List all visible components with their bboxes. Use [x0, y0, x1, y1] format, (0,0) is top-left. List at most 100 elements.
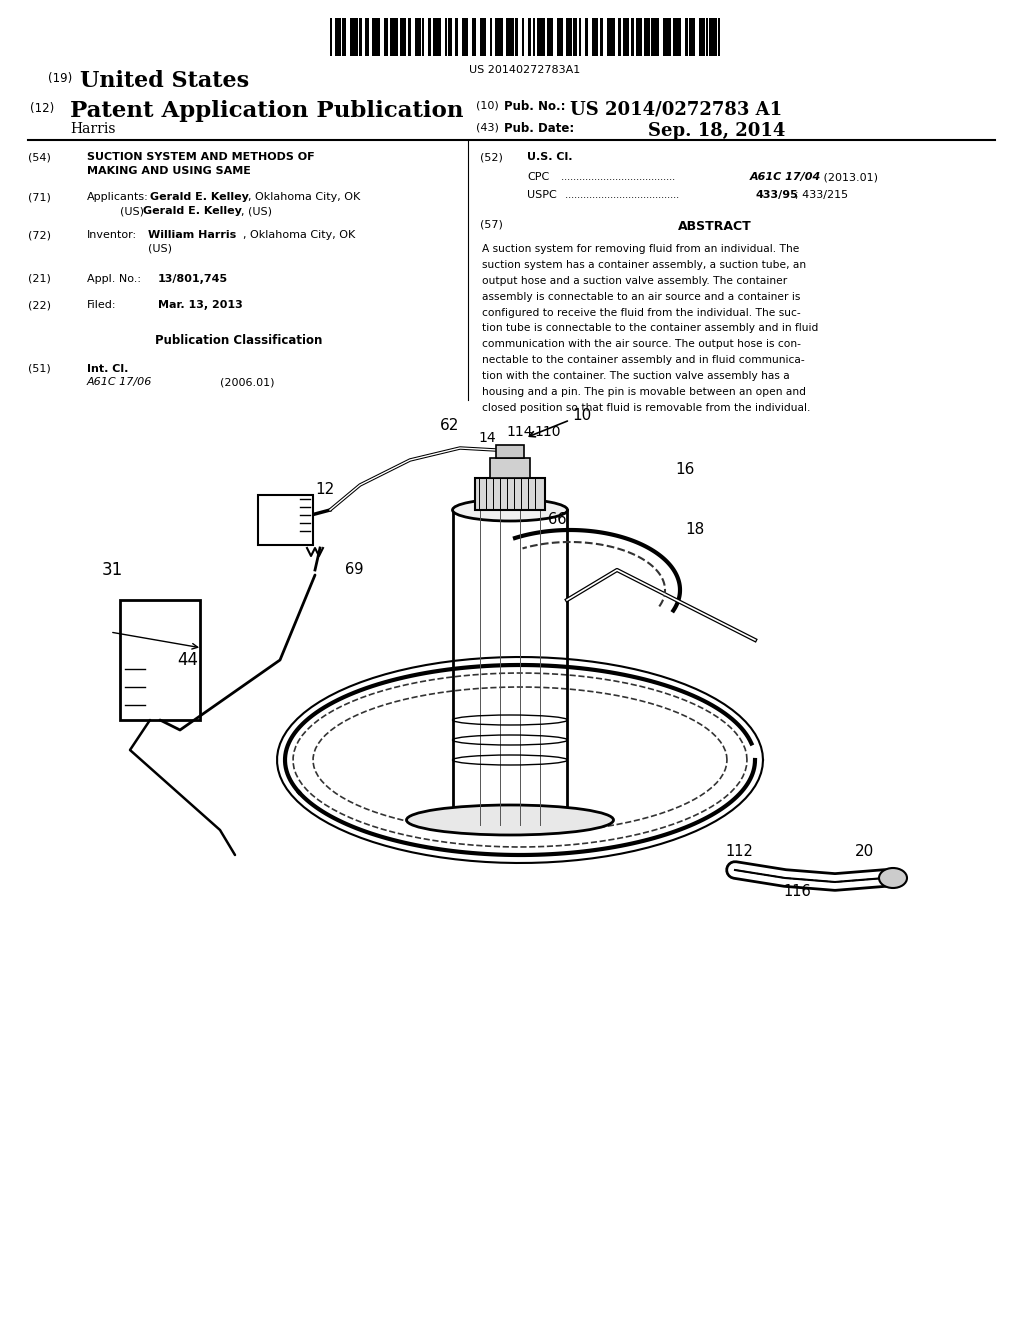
Bar — [553, 18, 557, 55]
Text: (US): (US) — [120, 206, 147, 216]
Text: United States: United States — [80, 70, 249, 92]
Text: ABSTRACT: ABSTRACT — [678, 219, 752, 232]
Text: (43): (43) — [476, 121, 499, 132]
Text: William Harris: William Harris — [148, 230, 237, 240]
Bar — [577, 18, 579, 55]
Text: (2013.01): (2013.01) — [820, 172, 878, 182]
Bar — [615, 18, 618, 55]
Text: (12): (12) — [30, 102, 54, 115]
Text: assembly is connectable to an air source and a container is: assembly is connectable to an air source… — [482, 292, 801, 301]
Bar — [468, 18, 472, 55]
Text: Patent Application Publication: Patent Application Publication — [70, 100, 464, 121]
Text: Harris: Harris — [70, 121, 116, 136]
Text: (54): (54) — [28, 152, 51, 162]
Text: tion tube is connectable to the container assembly and in fluid: tion tube is connectable to the containe… — [482, 323, 818, 334]
Text: 114: 114 — [506, 425, 532, 440]
Bar — [452, 18, 455, 55]
Bar — [503, 18, 506, 55]
Text: (22): (22) — [28, 301, 51, 310]
Bar — [642, 18, 644, 55]
Bar — [424, 18, 428, 55]
Bar — [671, 18, 673, 55]
Bar — [346, 18, 350, 55]
Text: MAKING AND USING SAME: MAKING AND USING SAME — [87, 165, 251, 176]
Text: US 20140272783A1: US 20140272783A1 — [469, 65, 581, 75]
Text: 20: 20 — [855, 845, 874, 859]
Text: Filed:: Filed: — [87, 301, 117, 310]
Bar — [598, 18, 600, 55]
Text: , (US): , (US) — [241, 206, 272, 216]
Text: nectable to the container assembly and in fluid communica-: nectable to the container assembly and i… — [482, 355, 805, 366]
Bar — [388, 18, 390, 55]
Bar — [476, 18, 480, 55]
Text: Publication Classification: Publication Classification — [155, 334, 323, 347]
Text: housing and a pin. The pin is movable between an open and: housing and a pin. The pin is movable be… — [482, 387, 806, 397]
Bar — [120, 601, 200, 719]
Text: USPC: USPC — [527, 190, 557, 199]
Text: Gerald E. Kelley: Gerald E. Kelley — [150, 193, 249, 202]
Text: Gerald E. Kelley: Gerald E. Kelley — [143, 206, 242, 216]
Text: 13/801,745: 13/801,745 — [158, 273, 228, 284]
Text: 18: 18 — [685, 523, 705, 537]
Bar — [629, 18, 631, 55]
Text: (71): (71) — [28, 193, 51, 202]
Text: configured to receive the fluid from the individual. The suc-: configured to receive the fluid from the… — [482, 308, 801, 318]
Text: 116: 116 — [783, 884, 811, 899]
Bar — [398, 18, 400, 55]
Bar — [659, 18, 663, 55]
Text: 31: 31 — [102, 561, 123, 579]
Text: 14: 14 — [478, 432, 496, 445]
Bar — [332, 18, 335, 55]
Bar — [431, 18, 433, 55]
Text: 12: 12 — [315, 483, 334, 498]
Text: 62: 62 — [440, 417, 460, 433]
Text: ......................................: ...................................... — [562, 190, 679, 199]
Bar — [603, 18, 607, 55]
Bar — [453, 814, 568, 822]
Bar — [581, 18, 585, 55]
Text: closed position so that fluid is removable from the individual.: closed position so that fluid is removab… — [482, 403, 810, 413]
Text: (52): (52) — [480, 152, 503, 162]
Bar — [258, 495, 313, 545]
Bar — [588, 18, 592, 55]
Text: Pub. Date:: Pub. Date: — [504, 121, 574, 135]
Bar — [524, 18, 528, 55]
Bar — [634, 18, 636, 55]
Text: A61C 17/04: A61C 17/04 — [750, 172, 821, 182]
Bar — [490, 458, 530, 478]
Text: SUCTION SYSTEM AND METHODS OF: SUCTION SYSTEM AND METHODS OF — [87, 152, 314, 162]
Text: 44: 44 — [177, 651, 198, 669]
Bar — [545, 18, 547, 55]
Text: 66: 66 — [548, 512, 566, 528]
Bar — [681, 18, 685, 55]
Ellipse shape — [879, 869, 907, 888]
Text: Pub. No.:: Pub. No.: — [504, 100, 565, 114]
Bar — [380, 18, 384, 55]
Bar — [492, 18, 495, 55]
Text: tion with the container. The suction valve assembly has a: tion with the container. The suction val… — [482, 371, 790, 381]
Text: suction system has a container assembly, a suction tube, an: suction system has a container assembly,… — [482, 260, 806, 269]
Text: A61C 17/06: A61C 17/06 — [87, 378, 153, 388]
Text: Appl. No.:: Appl. No.: — [87, 273, 141, 284]
Text: , Oklahoma City, OK: , Oklahoma City, OK — [248, 193, 360, 202]
Text: 110: 110 — [534, 425, 560, 440]
Text: (21): (21) — [28, 273, 51, 284]
Bar — [563, 18, 566, 55]
Text: ......................................: ...................................... — [558, 172, 675, 182]
Text: Sep. 18, 2014: Sep. 18, 2014 — [648, 121, 785, 140]
Bar — [406, 18, 408, 55]
Bar — [535, 18, 537, 55]
Text: 16: 16 — [675, 462, 694, 478]
Text: Mar. 13, 2013: Mar. 13, 2013 — [158, 301, 243, 310]
Text: (19): (19) — [48, 73, 73, 84]
Text: 69: 69 — [345, 562, 364, 578]
Text: 112: 112 — [725, 845, 753, 859]
Text: US 2014/0272783 A1: US 2014/0272783 A1 — [570, 100, 782, 117]
Text: Int. Cl.: Int. Cl. — [87, 364, 128, 374]
Bar — [531, 18, 534, 55]
Text: Applicants:: Applicants: — [87, 193, 148, 202]
Bar — [362, 18, 365, 55]
Ellipse shape — [453, 499, 567, 521]
Text: (72): (72) — [28, 230, 51, 240]
Text: (10): (10) — [476, 100, 499, 110]
